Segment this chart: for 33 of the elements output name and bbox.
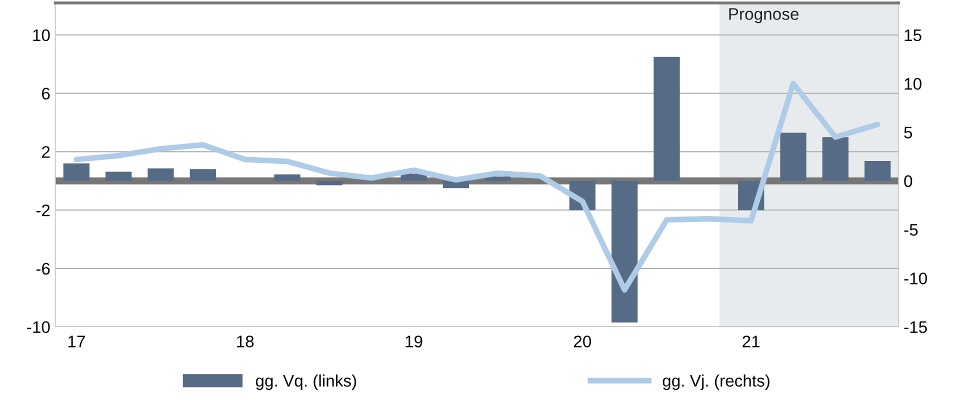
bar — [63, 163, 90, 181]
y2-tick-label: 10 — [904, 78, 922, 90]
x-tick-label: 18 — [237, 336, 254, 348]
y2-tick-label: 5 — [904, 126, 912, 138]
bar — [316, 180, 342, 186]
annotation: Prognose — [729, 8, 798, 24]
y2-tick-label: -5 — [904, 224, 918, 236]
y2-tick-label: 15 — [904, 30, 922, 42]
y-tick-label: 2 — [42, 146, 50, 158]
bar — [822, 137, 848, 181]
x-tick-label: 19 — [406, 336, 422, 348]
bar — [612, 180, 638, 322]
y2-tick-label: -15 — [904, 321, 927, 334]
bar — [864, 161, 891, 181]
bar — [106, 172, 132, 181]
legend-label: gg. Vq. (links) — [256, 374, 356, 390]
bar — [654, 56, 680, 181]
y-tick-label: 6 — [42, 88, 50, 100]
y-tick-label: -2 — [36, 204, 50, 216]
x-tick-label: 20 — [574, 336, 592, 348]
x-tick-label: 17 — [68, 336, 85, 348]
bar — [274, 174, 300, 181]
bar — [485, 176, 512, 181]
y-tick-label: -10 — [27, 321, 50, 334]
bar — [780, 132, 806, 181]
y-tick-label: -6 — [36, 262, 50, 275]
y2-tick-label: 0 — [904, 175, 912, 188]
x-tick-label: 21 — [742, 336, 760, 348]
bar — [148, 168, 174, 181]
legend-label: gg. Vj. (rechts) — [662, 374, 770, 390]
y-tick-label: 10 — [33, 29, 50, 42]
y2-tick-label: -10 — [904, 272, 927, 284]
bar — [190, 169, 216, 181]
